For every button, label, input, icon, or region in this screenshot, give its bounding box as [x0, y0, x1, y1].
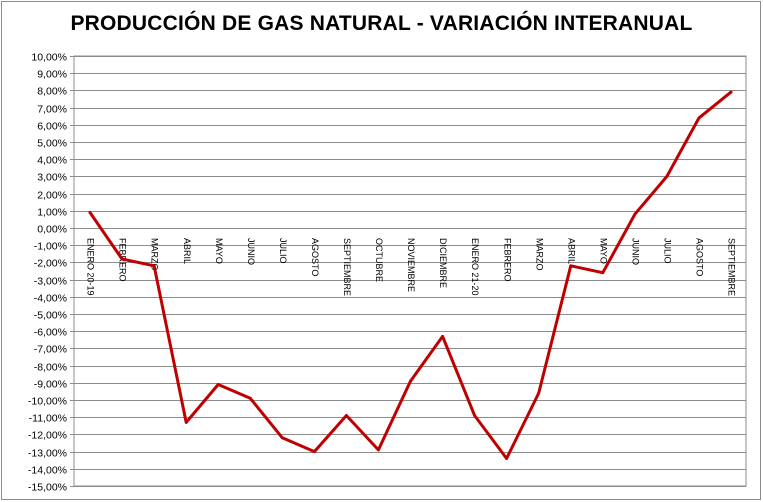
y-tick-label: -6,00%: [34, 326, 67, 338]
x-tick-label: MAYO: [214, 238, 224, 264]
data-point: [665, 175, 669, 178]
x-tick-label: JUNIO: [630, 238, 640, 265]
y-tick-label: -8,00%: [34, 361, 67, 373]
data-point: [601, 271, 605, 275]
y-tick-label: -15,00%: [28, 481, 67, 493]
data-point: [409, 379, 412, 383]
data-point: [152, 264, 156, 268]
x-tick-label: SEPTIEMBRE: [727, 238, 737, 296]
y-tick-label: -5,00%: [34, 309, 67, 321]
data-point: [120, 257, 124, 261]
x-tick-label: JULIO: [278, 238, 288, 264]
chart-title: PRODUCCIÓN DE GAS NATURAL - VARIACIÓN IN…: [70, 12, 693, 35]
x-tick-label: JULIO: [663, 238, 673, 264]
y-tick-label: -9,00%: [34, 378, 67, 390]
x-tick-label: MARZO: [534, 238, 544, 271]
y-tick-label: 5,00%: [37, 137, 67, 149]
data-point: [537, 391, 541, 395]
y-axis-tick-labels: 10,00% 9,00% 8,00% 7,00% 6,00% 5,00% 4,00% 3,00…: [28, 51, 67, 493]
x-tick-label: AGOSTO: [695, 238, 705, 276]
y-tick-label: -11,00%: [29, 412, 67, 424]
data-point: [473, 414, 476, 417]
y-tick-label: 9,00%: [37, 68, 67, 80]
y-tick-label: 3,00%: [37, 171, 67, 183]
y-tick-label: -13,00%: [28, 447, 67, 459]
y-tick-label: -1,00%: [34, 240, 67, 252]
data-point: [313, 450, 316, 453]
data-point: [697, 116, 701, 120]
x-tick-label: DICIEMBRE: [438, 238, 448, 288]
x-tick-label: ENERO 20-19: [86, 238, 96, 296]
x-tick-label: AGOSTO: [310, 238, 320, 276]
y-tick-label: 8,00%: [37, 85, 67, 97]
x-tick-label: ABRIL: [566, 238, 576, 264]
y-tick-label: -10,00%: [28, 395, 67, 407]
gridlines: [70, 55, 747, 487]
data-point: [505, 457, 508, 460]
x-tick-label: ABRIL: [182, 238, 192, 264]
x-tick-label: ENERO 21-20: [470, 238, 480, 296]
x-tick-label: MARZO: [150, 238, 160, 271]
x-tick-label: OCTUBRE: [374, 238, 384, 282]
data-point: [248, 396, 252, 400]
data-point: [633, 212, 637, 216]
x-tick-label: SEPTIEMBRE: [342, 238, 352, 296]
x-tick-label: JUNIO: [246, 238, 256, 265]
y-tick-label: 4,00%: [37, 154, 67, 166]
data-point: [184, 421, 188, 424]
y-tick-label: -7,00%: [34, 343, 67, 355]
series: [88, 90, 733, 460]
y-tick-label: 2,00%: [37, 189, 67, 201]
y-tick-label: 6,00%: [37, 120, 67, 132]
data-point: [441, 335, 444, 338]
y-tick-label: 7,00%: [37, 103, 67, 115]
data-point: [88, 211, 92, 214]
y-tick-label: 0,00%: [37, 223, 67, 235]
y-tick-label: -14,00%: [28, 464, 67, 476]
data-point: [280, 436, 284, 440]
y-tick-label: -12,00%: [28, 429, 67, 441]
y-tick-label: 1,00%: [37, 206, 67, 218]
x-tick-label: FEBRERO: [502, 238, 512, 282]
y-tick-label: -4,00%: [34, 292, 67, 304]
x-axis-tick-labels: ENERO 20-19 FEBRERO MARZO ABRIL MAYO JUNIO JUL…: [86, 238, 737, 296]
data-point: [729, 90, 733, 94]
data-point: [377, 448, 380, 452]
data-point: [569, 264, 573, 268]
data-point: [216, 383, 220, 386]
x-tick-label: MAYO: [598, 238, 608, 264]
y-tick-label: -3,00%: [34, 275, 67, 287]
y-tick-label: 10,00%: [31, 51, 67, 63]
y-tick-label: -2,00%: [34, 257, 67, 269]
data-point: [345, 414, 348, 417]
x-tick-label: NOVIEMBRE: [406, 238, 416, 292]
